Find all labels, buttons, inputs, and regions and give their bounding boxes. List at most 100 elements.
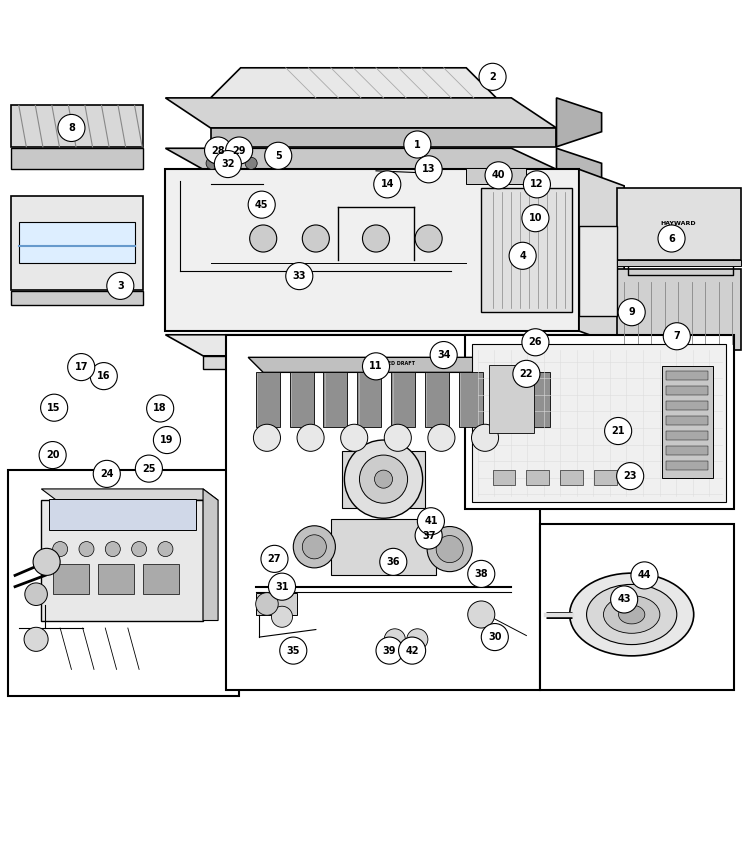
Text: 36: 36 — [387, 557, 400, 567]
Circle shape — [415, 522, 442, 549]
Circle shape — [618, 298, 645, 326]
Circle shape — [268, 573, 296, 600]
Circle shape — [24, 627, 48, 651]
Circle shape — [605, 417, 632, 445]
Text: 1: 1 — [414, 139, 420, 150]
Text: 37: 37 — [422, 530, 435, 541]
FancyBboxPatch shape — [662, 366, 713, 478]
Text: 43: 43 — [617, 594, 631, 604]
Circle shape — [68, 354, 95, 381]
Circle shape — [302, 535, 326, 558]
Polygon shape — [165, 148, 556, 169]
Polygon shape — [579, 169, 624, 348]
Text: 39: 39 — [383, 646, 396, 655]
Circle shape — [404, 131, 431, 158]
Circle shape — [481, 624, 508, 650]
FancyBboxPatch shape — [481, 188, 572, 312]
Circle shape — [226, 157, 238, 169]
FancyBboxPatch shape — [98, 564, 134, 594]
Text: 13: 13 — [422, 164, 435, 174]
FancyBboxPatch shape — [617, 269, 741, 350]
FancyBboxPatch shape — [560, 470, 583, 485]
Circle shape — [384, 424, 411, 451]
Circle shape — [359, 455, 408, 503]
FancyBboxPatch shape — [526, 470, 549, 485]
Text: 34: 34 — [437, 350, 450, 360]
Text: 41: 41 — [424, 516, 438, 526]
Polygon shape — [256, 372, 280, 427]
Circle shape — [271, 606, 293, 627]
Circle shape — [611, 586, 638, 613]
FancyBboxPatch shape — [342, 451, 425, 507]
FancyBboxPatch shape — [489, 365, 534, 433]
FancyBboxPatch shape — [666, 431, 708, 440]
Circle shape — [41, 394, 68, 422]
Circle shape — [256, 592, 278, 615]
Polygon shape — [211, 128, 556, 147]
Text: 5: 5 — [275, 150, 281, 161]
Text: 19: 19 — [160, 435, 174, 445]
Text: 21: 21 — [611, 426, 625, 436]
Text: 31: 31 — [275, 581, 289, 592]
Polygon shape — [556, 148, 602, 184]
Text: 45: 45 — [255, 200, 268, 210]
FancyBboxPatch shape — [666, 401, 708, 410]
FancyBboxPatch shape — [8, 470, 239, 695]
Text: 17: 17 — [74, 362, 88, 372]
Circle shape — [362, 225, 390, 252]
Circle shape — [468, 601, 495, 628]
Polygon shape — [526, 372, 550, 427]
Circle shape — [286, 263, 313, 290]
Polygon shape — [493, 372, 517, 427]
FancyBboxPatch shape — [331, 519, 436, 575]
Circle shape — [522, 329, 549, 356]
Text: 24: 24 — [100, 469, 114, 479]
Circle shape — [362, 353, 390, 380]
Text: 26: 26 — [529, 337, 542, 348]
Circle shape — [248, 191, 275, 218]
Text: 42: 42 — [405, 646, 419, 655]
Circle shape — [617, 462, 644, 490]
Circle shape — [214, 150, 241, 178]
FancyBboxPatch shape — [579, 226, 617, 316]
Text: 20: 20 — [46, 450, 59, 460]
Circle shape — [153, 427, 180, 454]
Circle shape — [135, 455, 162, 482]
Text: 15: 15 — [47, 403, 61, 413]
FancyBboxPatch shape — [666, 386, 708, 395]
Circle shape — [93, 461, 120, 487]
FancyBboxPatch shape — [666, 416, 708, 425]
Text: 7: 7 — [674, 332, 680, 341]
Circle shape — [399, 637, 426, 664]
Text: 44: 44 — [638, 570, 651, 581]
Circle shape — [79, 541, 94, 557]
Text: 27: 27 — [268, 554, 281, 564]
Circle shape — [206, 157, 218, 169]
Polygon shape — [459, 372, 483, 427]
Circle shape — [132, 541, 147, 557]
Polygon shape — [211, 68, 496, 98]
FancyBboxPatch shape — [11, 292, 143, 304]
Text: 25: 25 — [142, 463, 156, 473]
Circle shape — [107, 272, 134, 299]
Ellipse shape — [618, 605, 644, 624]
Polygon shape — [248, 357, 538, 372]
Text: INDUCED DRAFT: INDUCED DRAFT — [370, 361, 415, 366]
FancyBboxPatch shape — [53, 564, 89, 594]
Circle shape — [302, 225, 329, 252]
Ellipse shape — [603, 596, 660, 633]
Circle shape — [513, 360, 540, 388]
FancyBboxPatch shape — [226, 335, 540, 689]
Text: 14: 14 — [381, 179, 394, 190]
Circle shape — [105, 541, 120, 557]
Polygon shape — [203, 489, 218, 620]
Polygon shape — [425, 372, 449, 427]
Text: 29: 29 — [232, 145, 246, 156]
Text: 8: 8 — [68, 123, 75, 133]
FancyBboxPatch shape — [11, 105, 143, 147]
Text: 32: 32 — [221, 159, 235, 169]
Text: 18: 18 — [153, 404, 167, 413]
FancyBboxPatch shape — [165, 169, 579, 331]
Circle shape — [658, 225, 685, 252]
Circle shape — [53, 541, 68, 557]
